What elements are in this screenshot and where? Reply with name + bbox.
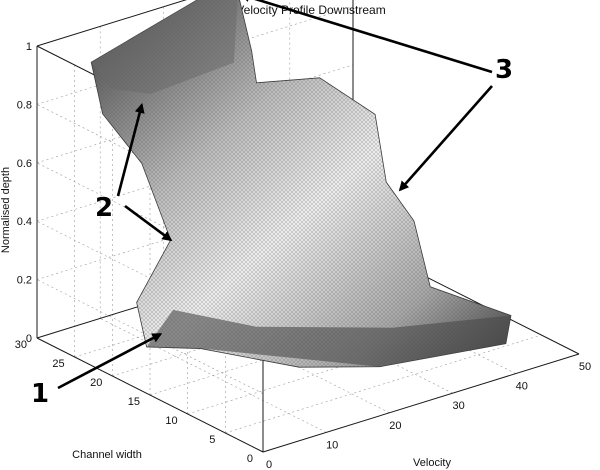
z-tick-label: 0 — [26, 333, 32, 345]
x-tick-label: 20 — [389, 420, 401, 432]
y-tick-label: 0 — [247, 453, 253, 465]
y-tick-label: 25 — [52, 358, 64, 370]
surface-mesh — [91, 0, 511, 368]
y-tick-label: 5 — [209, 434, 215, 446]
chart-title: Velocity Profile Downstream — [236, 3, 385, 17]
x-tick-label: 50 — [579, 361, 591, 373]
callout-arrow-2 — [116, 102, 145, 197]
callout-arrow-2 — [124, 204, 173, 242]
callout-label-3: 3 — [495, 55, 513, 85]
callout-arrow-3 — [239, 0, 493, 74]
annotations: 1 2 3 — [31, 0, 513, 409]
x-tick-label: 40 — [516, 381, 528, 393]
z-axis-title: Normalised depth — [0, 167, 12, 253]
velocity-surface — [90, 0, 512, 368]
grid-line — [36, 162, 264, 278]
y-tick-label: 20 — [90, 377, 102, 389]
y-tick-label: 10 — [165, 415, 177, 427]
z-tick-label: 0.6 — [17, 158, 32, 170]
y-tick-label: 15 — [128, 396, 140, 408]
callout-label-1: 1 — [31, 379, 49, 409]
z-tick-label: 0.4 — [17, 216, 32, 228]
x-tick-label: 30 — [452, 400, 464, 412]
callout-label-2: 2 — [95, 193, 113, 223]
y-tick-label: 30 — [15, 339, 27, 351]
axis-box-edge — [36, 0, 188, 47]
z-tick-label: 1 — [26, 41, 32, 53]
axis-box-edge — [262, 353, 580, 453]
surface-top-lobe — [91, 0, 238, 95]
grid-line — [225, 334, 542, 434]
x-axis-title: Velocity — [413, 457, 451, 469]
y-axis-title: Channel width — [72, 449, 142, 461]
x-tick-label: 0 — [266, 459, 272, 470]
z-tick-label: 0.2 — [17, 275, 32, 287]
callout-arrow-3 — [398, 85, 493, 192]
z-tick-label: 0.8 — [17, 99, 32, 111]
axis-box-edge — [36, 337, 264, 453]
x-tick-label: 10 — [326, 439, 338, 451]
callout-arrow-1 — [57, 333, 163, 390]
surface-bed-lobe — [146, 309, 511, 367]
